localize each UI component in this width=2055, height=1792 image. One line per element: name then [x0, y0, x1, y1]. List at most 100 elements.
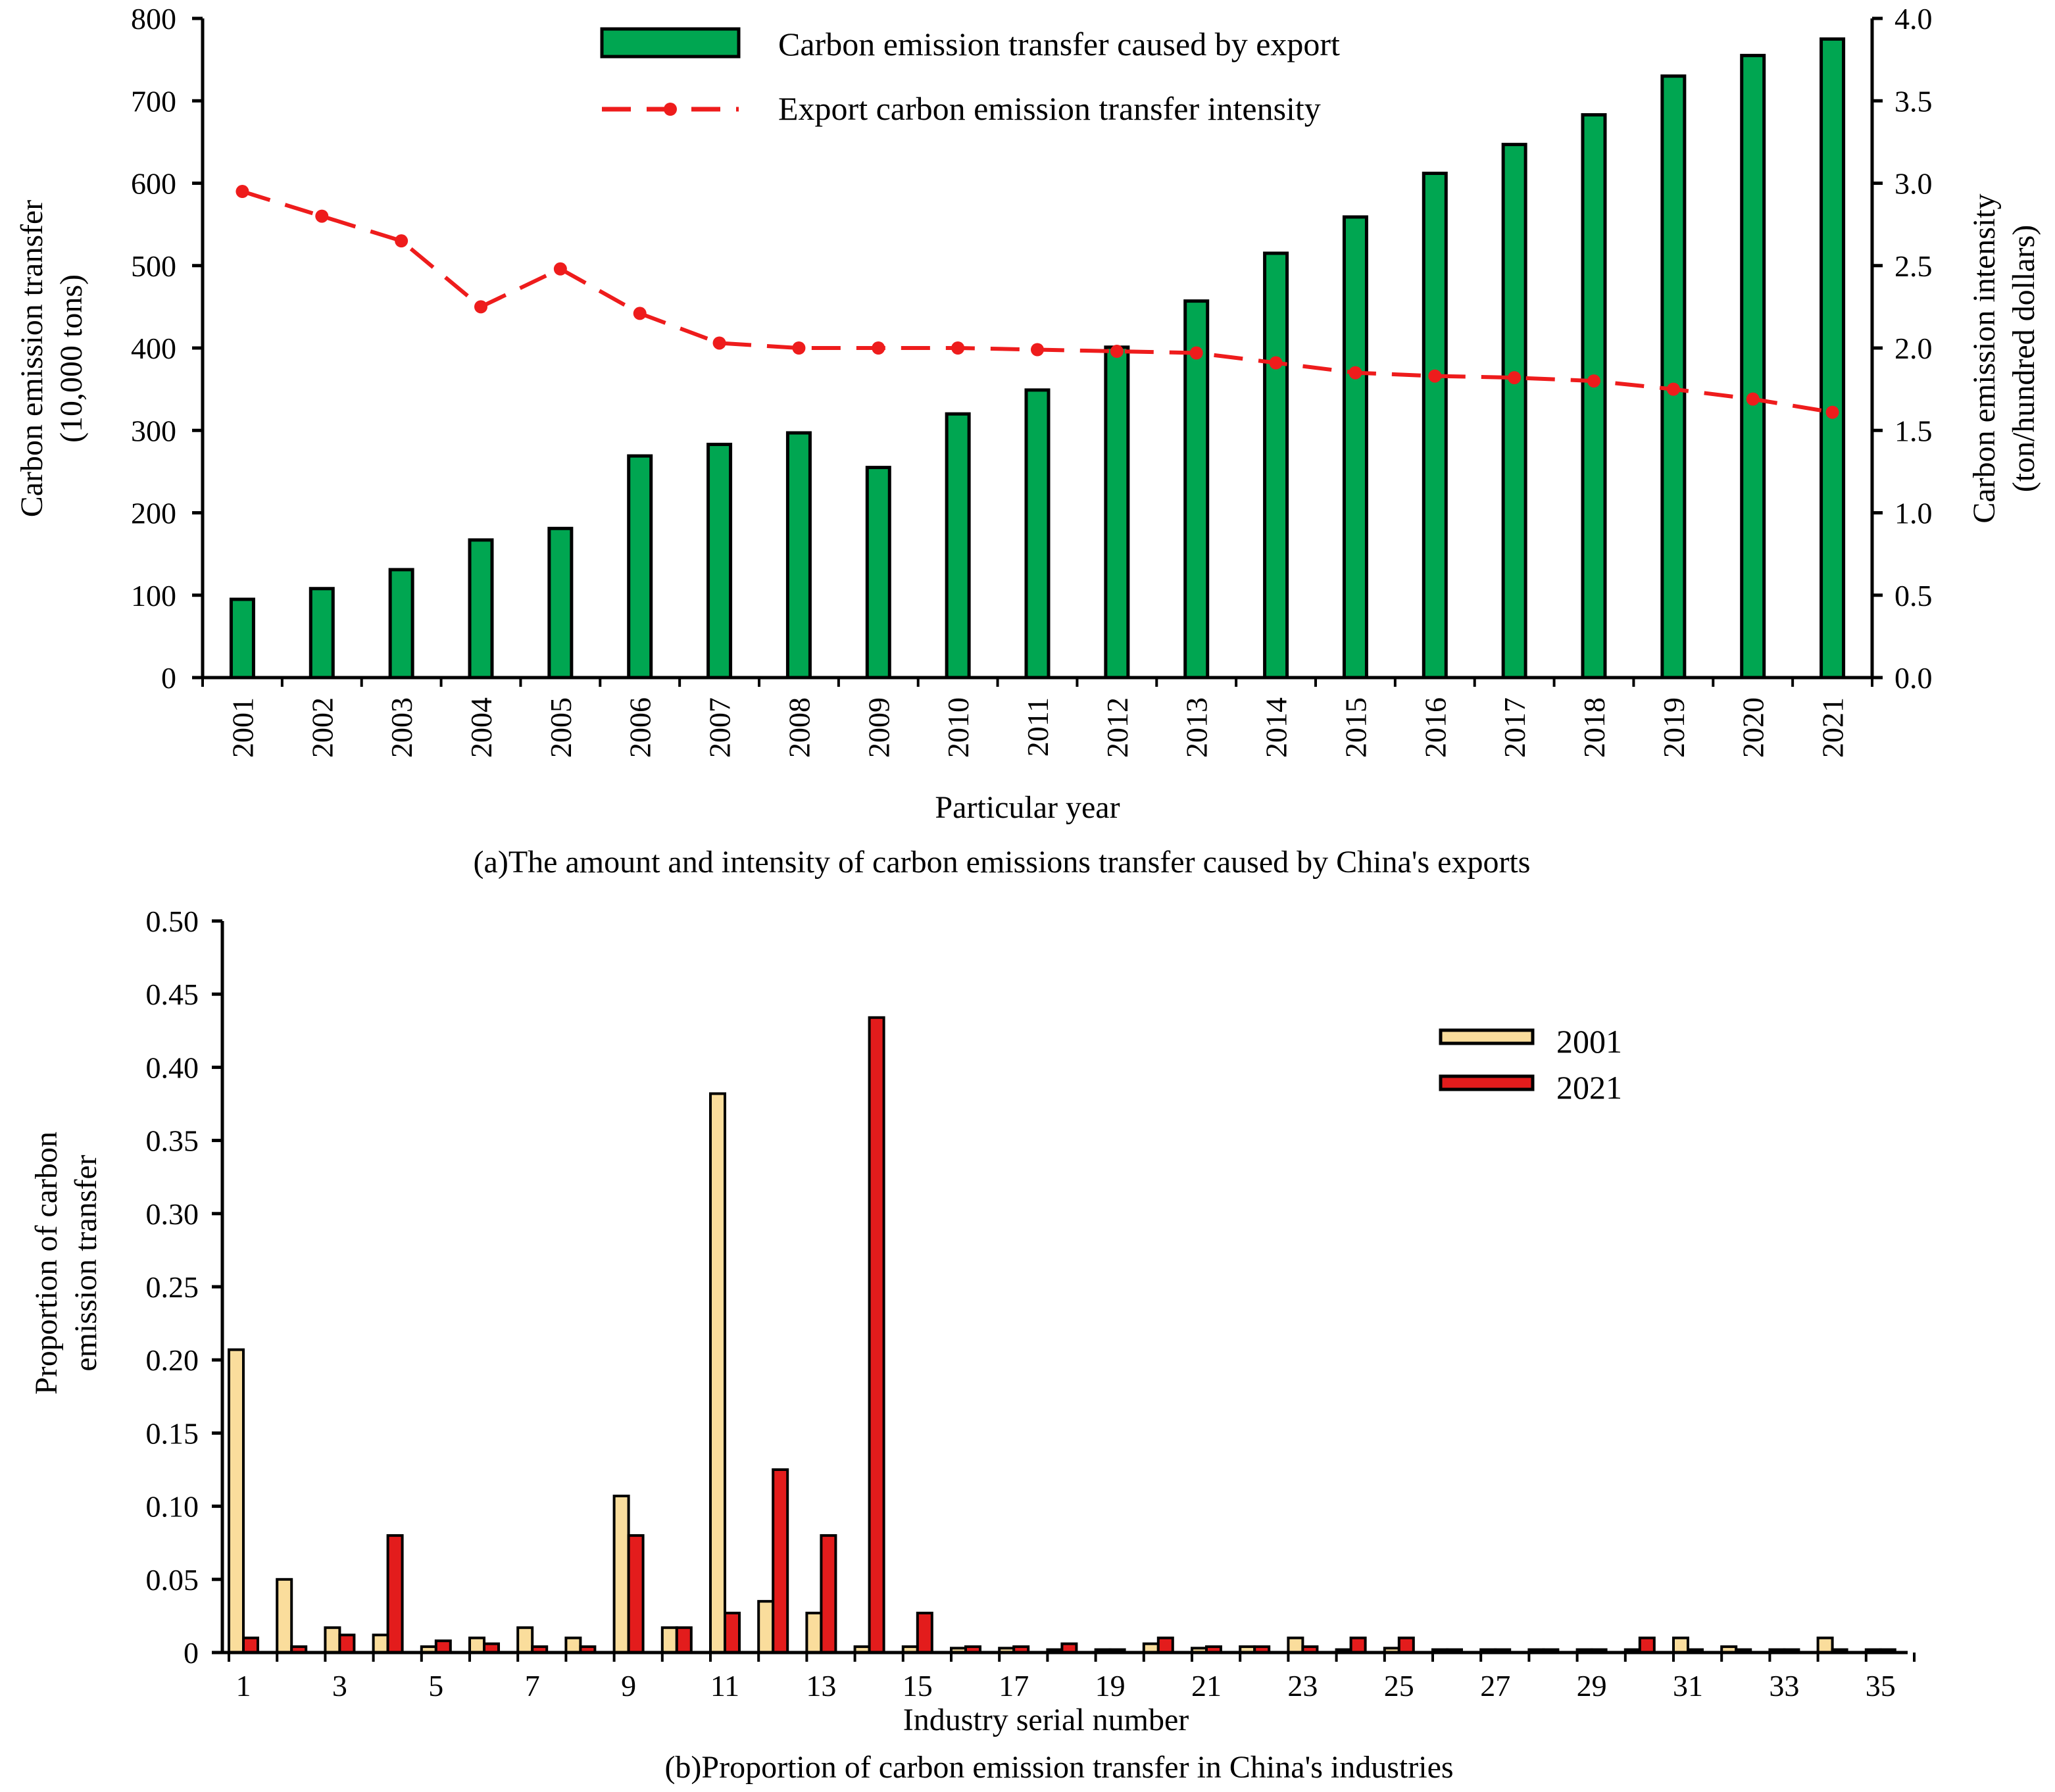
bar-export-2003 [388, 568, 414, 680]
intensity-point-2007 [712, 336, 726, 350]
chart-b: 0 0.05 0.10 0.15 0.20 0.25 0.30 0.35 0.40 0.45 0.5… [29, 905, 1916, 1785]
chart-a-legend: Carbon emission transfer caused by expor… [600, 26, 1340, 127]
bar-export-2001 [229, 597, 255, 680]
bar-2001-industry-23 [1287, 1636, 1304, 1655]
bar-export-2006 [627, 454, 653, 680]
chart-b-axes: 0 0.05 0.10 0.15 0.20 0.25 0.30 0.35 0.40 0.45 0.5… [146, 905, 1916, 1703]
intensity-point-2019 [1666, 382, 1680, 396]
bar-2021-industry-24 [1349, 1636, 1367, 1655]
chart-a: 0 100 200 300 400 500 600 700 800 0.0 0.5 1.0 1.5 2.0… [14, 2, 2041, 880]
intensity-point-2015 [1349, 366, 1362, 380]
bar-export-2014 [1263, 251, 1289, 680]
bar-export-2005 [547, 526, 574, 680]
legend-label-2001: 2001 [1556, 1023, 1622, 1060]
chart-b-xtick-label: 7 [525, 1669, 540, 1703]
bar-2001-industry-13 [805, 1611, 823, 1654]
chart-a-y2tick-label: 3.0 [1894, 167, 1933, 201]
chart-a-y2label-line-2: (ton/hundred dollars) [2006, 225, 2041, 493]
chart-a-xtick-label: 2013 [1180, 697, 1214, 758]
bar-2001-industry-10 [660, 1626, 678, 1654]
chart-b-ytick-label: 0 [184, 1636, 199, 1670]
bar-export-2020 [1740, 53, 1766, 680]
intensity-point-2016 [1428, 369, 1442, 383]
bar-2021-industry-15 [916, 1611, 933, 1654]
intensity-point-2006 [633, 307, 647, 320]
chart-b-xtick-label: 27 [1480, 1669, 1510, 1703]
chart-b-xtick-label: 19 [1095, 1669, 1126, 1703]
intensity-point-2002 [315, 209, 329, 223]
chart-a-y2tick-label: 4.0 [1894, 2, 1933, 36]
chart-a-xtick-label: 2002 [305, 697, 339, 758]
chart-b-xtick-label: 35 [1866, 1669, 1896, 1703]
chart-a-axes: 0 100 200 300 400 500 600 700 800 0.0 0.5 1.0 1.5 2.0… [131, 2, 1933, 758]
chart-a-ylabel: Carbon emission transfer (10,000 tons) [14, 200, 89, 518]
chart-a-ytick-label: 500 [131, 249, 176, 283]
intensity-point-2021 [1825, 405, 1839, 419]
chart-a-xtick-label: 2003 [385, 697, 418, 758]
bar-export-2012 [1104, 345, 1130, 680]
intensity-point-2011 [1031, 343, 1044, 357]
chart-b-ytick-label: 0.05 [146, 1563, 199, 1597]
chart-b-ytick-label: 0.45 [146, 978, 199, 1011]
bar-export-2015 [1342, 215, 1368, 680]
legend-marker-intensity-line [664, 103, 677, 116]
bar-2021-industry-4 [386, 1534, 404, 1655]
legend-swatch-export-bar [600, 27, 741, 59]
legend-swatch-2021 [1439, 1074, 1535, 1091]
intensity-point-2017 [1508, 371, 1522, 385]
chart-b-xtick-label: 13 [806, 1669, 836, 1703]
legend-label-export-bar: Carbon emission transfer caused by expor… [778, 26, 1340, 62]
chart-b-xtick-label: 29 [1577, 1669, 1607, 1703]
legend-label-intensity-line: Export carbon emission transfer intensit… [778, 90, 1321, 127]
chart-b-ytick-label: 0.25 [146, 1270, 199, 1304]
intensity-point-2009 [872, 341, 885, 355]
bar-export-2017 [1501, 143, 1527, 680]
bar-export-2018 [1581, 113, 1607, 680]
chart-b-xtick-label: 25 [1384, 1669, 1414, 1703]
chart-a-y2tick-label: 2.0 [1894, 332, 1933, 365]
bar-2001-industry-1 [228, 1348, 245, 1655]
chart-b-xtick-label: 3 [332, 1669, 347, 1703]
bar-export-2016 [1422, 171, 1448, 680]
chart-b-xtick-label: 23 [1287, 1669, 1318, 1703]
intensity-point-2014 [1269, 356, 1283, 370]
chart-a-y2label: Carbon emission intensity (ton/hundred d… [1967, 193, 2041, 523]
intensity-point-2005 [553, 262, 567, 276]
chart-b-ytick-label: 0.50 [146, 905, 199, 938]
bar-2021-industry-12 [772, 1468, 789, 1654]
chart-a-ytick-label: 800 [131, 2, 176, 36]
chart-a-y2tick-label: 2.5 [1894, 249, 1933, 283]
chart-a-xtick-label: 2007 [703, 697, 737, 758]
chart-a-xtick-label: 2012 [1101, 697, 1134, 758]
bar-2021-industry-10 [675, 1626, 693, 1654]
intensity-point-2003 [395, 234, 409, 248]
chart-a-xtick-label: 2021 [1816, 697, 1850, 758]
chart-b-ytick-label: 0.15 [146, 1416, 199, 1450]
chart-a-xtick-label: 2018 [1577, 697, 1611, 758]
chart-a-xtick-label: 2005 [544, 697, 578, 758]
bar-export-2002 [309, 587, 335, 680]
bar-2021-industry-14 [868, 1016, 885, 1655]
chart-a-xtick-label: 2008 [782, 697, 816, 758]
chart-a-xtick-label: 2020 [1737, 697, 1770, 758]
chart-b-ytick-label: 0.40 [146, 1051, 199, 1084]
chart-a-caption: (a)The amount and intensity of carbon em… [474, 845, 1531, 880]
chart-b-xtick-label: 31 [1673, 1669, 1703, 1703]
bar-export-2004 [468, 538, 494, 680]
bar-export-2011 [1024, 388, 1051, 680]
bar-2001-industry-12 [757, 1600, 775, 1654]
chart-a-ytick-label: 600 [131, 167, 176, 201]
bar-2001-industry-11 [709, 1092, 726, 1654]
intensity-point-2012 [1110, 345, 1124, 359]
bar-2001-industry-4 [372, 1633, 389, 1655]
chart-b-ylabel-line-1: Proportion of carbon [29, 1132, 64, 1395]
intensity-point-2008 [792, 341, 806, 355]
chart-b-ytick-label: 0.30 [146, 1197, 199, 1231]
intensity-point-2020 [1746, 392, 1760, 406]
intensity-point-2013 [1189, 346, 1203, 360]
bar-export-2008 [785, 431, 812, 680]
chart-b-xtick-label: 9 [621, 1669, 636, 1703]
chart-a-y2tick-label: 0.5 [1894, 579, 1933, 612]
chart-a-xtick-label: 2011 [1021, 697, 1054, 757]
chart-b-legend: 2001 2021 [1439, 1023, 1622, 1106]
